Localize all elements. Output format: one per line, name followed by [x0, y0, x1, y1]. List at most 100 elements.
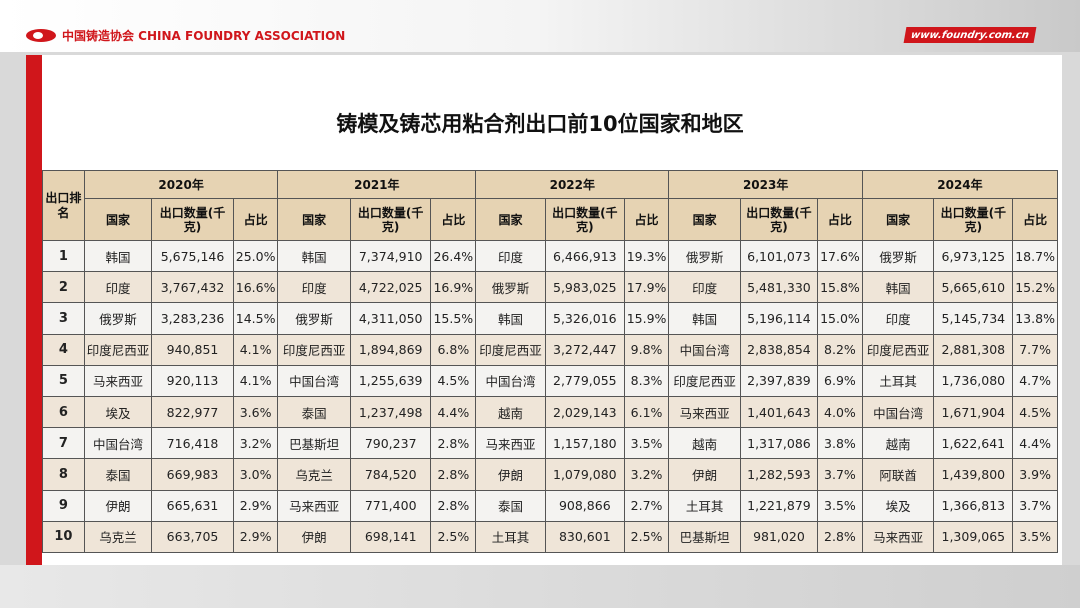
share-cell: 4.0%	[816, 395, 863, 429]
rank-cell: 6	[42, 395, 85, 429]
rank-cell: 9	[42, 489, 85, 522]
table-row: 5 马来西亚 920,113 4.1% 中国台湾 1,255,639 4.5% 中国台湾 2,7…	[42, 364, 1058, 397]
quantity-cell: 3,767,432	[151, 271, 234, 304]
share-cell: 3.2%	[623, 458, 670, 491]
col-header-qty: 出口数量(千克)	[739, 198, 818, 241]
quantity-cell: 5,145,734	[933, 302, 1014, 335]
quantity-cell: 1,157,180	[544, 427, 625, 460]
country-cell: 韩国	[668, 302, 741, 335]
quantity-cell: 6,101,073	[739, 239, 818, 273]
country-cell: 泰国	[83, 458, 153, 491]
quantity-cell: 4,722,025	[349, 271, 432, 304]
quantity-cell: 1,671,904	[933, 395, 1014, 429]
quantity-cell: 6,466,913	[544, 239, 625, 273]
rank-cell: 1	[42, 239, 85, 273]
table-row: 4 印度尼西亚 940,851 4.1% 印度尼西亚 1,894,869 6.8% 印度尼西亚…	[42, 333, 1058, 366]
share-cell: 2.8%	[430, 458, 477, 491]
share-cell: 9.8%	[623, 333, 670, 366]
quantity-cell: 1,237,498	[349, 395, 432, 429]
share-cell: 3.7%	[816, 458, 863, 491]
quantity-cell: 1,736,080	[933, 364, 1014, 397]
col-header-qty: 出口数量(千克)	[151, 198, 234, 241]
quantity-cell: 3,283,236	[151, 302, 234, 335]
rank-header: 出口排名	[42, 170, 85, 241]
country-cell: 俄罗斯	[83, 302, 153, 335]
top-bar	[0, 0, 1080, 52]
col-header-pct: 占比	[623, 198, 670, 241]
country-cell: 伊朗	[475, 458, 546, 491]
quantity-cell: 6,973,125	[933, 239, 1014, 273]
share-cell: 8.3%	[623, 364, 670, 397]
country-cell: 马来西亚	[668, 395, 741, 429]
country-cell: 韩国	[83, 239, 153, 273]
quantity-cell: 5,196,114	[739, 302, 818, 335]
share-cell: 2.9%	[232, 520, 279, 553]
rank-cell: 4	[42, 333, 85, 366]
quantity-cell: 790,237	[349, 427, 432, 460]
year-header: 2022年	[475, 170, 670, 199]
col-header-pct: 占比	[1012, 198, 1058, 241]
country-cell: 越南	[668, 427, 741, 460]
quantity-cell: 920,113	[151, 364, 234, 397]
association-logo: 中国铸造协会 CHINA FOUNDRY ASSOCIATION	[26, 27, 345, 44]
cfa-logo-icon	[26, 29, 56, 42]
bottom-bar	[0, 565, 1080, 608]
quantity-cell: 940,851	[151, 333, 234, 366]
country-cell: 印度	[475, 239, 546, 273]
quantity-cell: 7,374,910	[349, 239, 432, 273]
country-cell: 俄罗斯	[668, 239, 741, 273]
quantity-cell: 1,894,869	[349, 333, 432, 366]
country-cell: 印度尼西亚	[475, 333, 546, 366]
country-cell: 俄罗斯	[475, 271, 546, 304]
country-cell: 土耳其	[668, 489, 741, 522]
col-header-country: 国家	[668, 198, 741, 241]
rank-cell: 2	[42, 271, 85, 304]
website-badge: www.foundry.com.cn	[903, 27, 1037, 43]
share-cell: 3.9%	[1012, 458, 1058, 491]
table-row: 2 印度 3,767,432 16.6% 印度 4,722,025 16.9% 俄罗斯 5,98…	[42, 271, 1058, 304]
col-header-country: 国家	[861, 198, 935, 241]
quantity-cell: 5,983,025	[544, 271, 625, 304]
rank-cell: 8	[42, 458, 85, 491]
country-cell: 中国台湾	[475, 364, 546, 397]
share-cell: 2.5%	[430, 520, 477, 553]
country-cell: 中国台湾	[861, 395, 935, 429]
share-cell: 3.5%	[1012, 520, 1058, 553]
share-cell: 15.5%	[430, 302, 477, 335]
country-cell: 印度尼西亚	[277, 333, 351, 366]
quantity-cell: 5,675,146	[151, 239, 234, 273]
share-cell: 16.6%	[232, 271, 279, 304]
country-cell: 韩国	[277, 239, 351, 273]
share-cell: 25.0%	[232, 239, 279, 273]
quantity-cell: 1,079,080	[544, 458, 625, 491]
quantity-cell: 1,622,641	[933, 427, 1014, 460]
share-cell: 3.2%	[232, 427, 279, 460]
table-row: 1 韩国 5,675,146 25.0% 韩国 7,374,910 26.4% 印度 6,466…	[42, 239, 1058, 273]
logo-text: 中国铸造协会 CHINA FOUNDRY ASSOCIATION	[62, 29, 346, 43]
country-cell: 伊朗	[83, 489, 153, 522]
export-ranking-table: 出口排名 2020年 2021年 2022年 2023年 2024年 国家 出口数量(千克…	[42, 170, 1059, 553]
share-cell: 3.8%	[816, 427, 863, 460]
country-cell: 乌克兰	[83, 520, 153, 553]
quantity-cell: 1,309,065	[933, 520, 1014, 553]
country-cell: 韩国	[475, 302, 546, 335]
country-cell: 伊朗	[668, 458, 741, 491]
country-cell: 马来西亚	[861, 520, 935, 553]
share-cell: 2.8%	[430, 489, 477, 522]
quantity-cell: 4,311,050	[349, 302, 432, 335]
share-cell: 19.3%	[623, 239, 670, 273]
col-header-country: 国家	[277, 198, 351, 241]
country-cell: 埃及	[861, 489, 935, 522]
country-cell: 乌克兰	[277, 458, 351, 491]
share-cell: 4.4%	[430, 395, 477, 429]
country-cell: 埃及	[83, 395, 153, 429]
quantity-cell: 1,439,800	[933, 458, 1014, 491]
country-cell: 巴基斯坦	[668, 520, 741, 553]
country-cell: 俄罗斯	[277, 302, 351, 335]
country-cell: 俄罗斯	[861, 239, 935, 273]
share-cell: 4.1%	[232, 364, 279, 397]
quantity-cell: 665,631	[151, 489, 234, 522]
share-cell: 2.9%	[232, 489, 279, 522]
quantity-cell: 5,665,610	[933, 271, 1014, 304]
table-row: 7 中国台湾 716,418 3.2% 巴基斯坦 790,237 2.8% 马来西亚 1,157…	[42, 427, 1058, 460]
